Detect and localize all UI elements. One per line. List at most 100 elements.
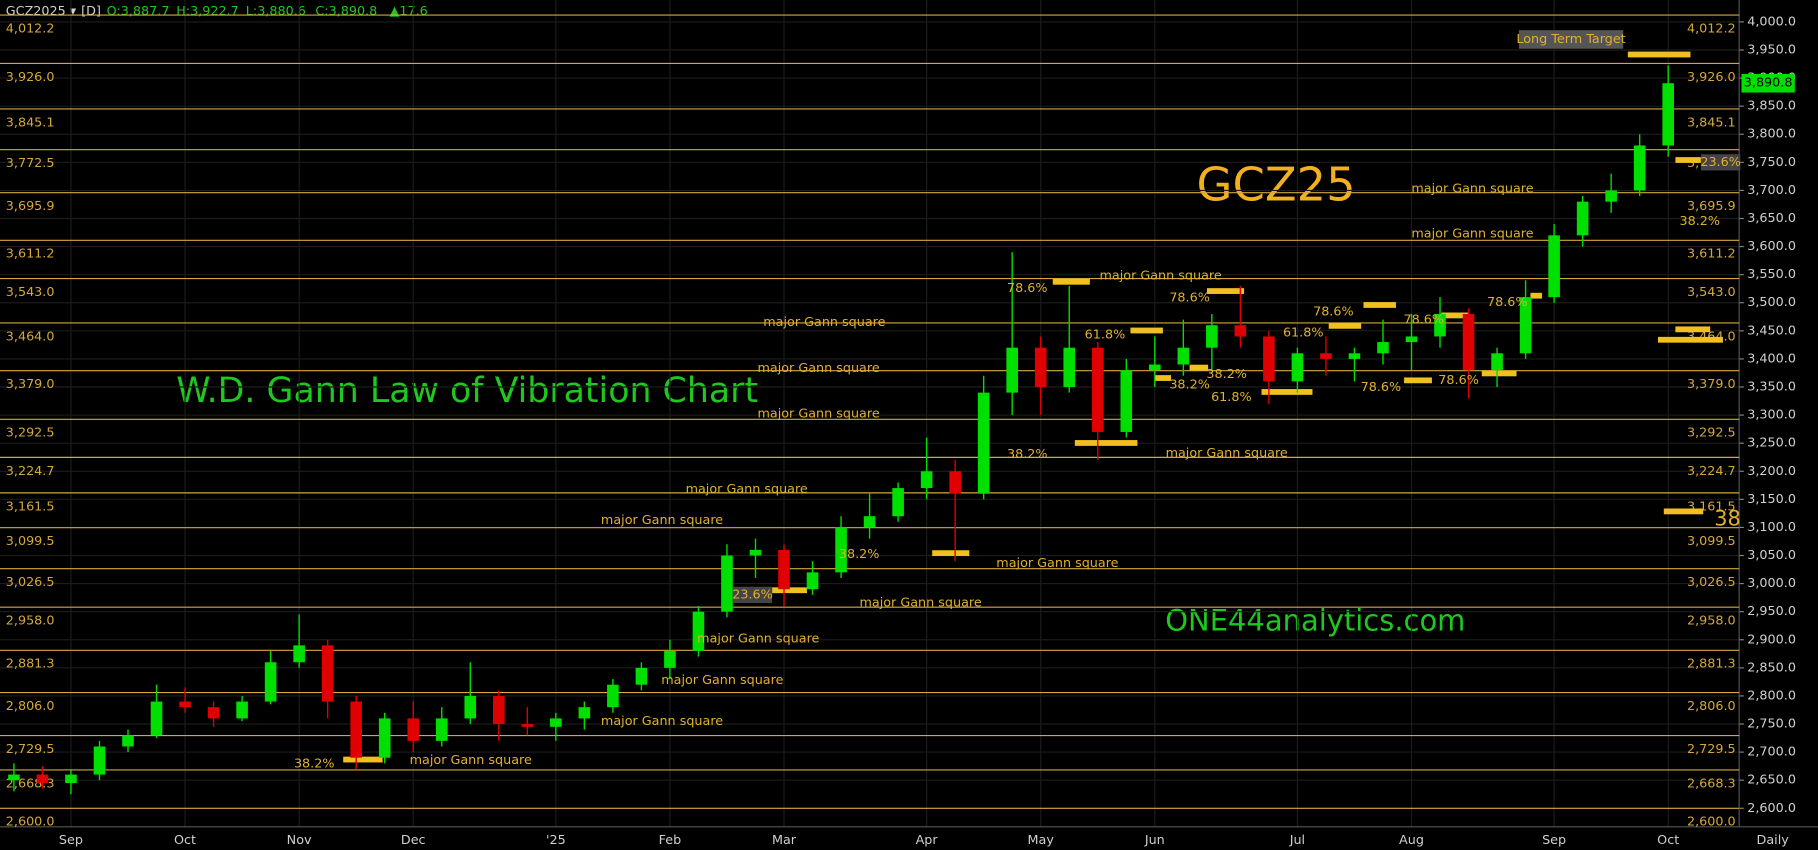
y-tick-label: 2,800.0 — [1747, 688, 1796, 703]
candle-body — [264, 662, 277, 702]
candle-body — [1491, 353, 1503, 371]
level-label-right: 3,379.0 — [1687, 377, 1736, 392]
candle-body — [1434, 313, 1446, 337]
price-tag — [1741, 73, 1795, 93]
level-label-left: 2,600.0 — [6, 815, 55, 830]
annotation: 61.8% — [1211, 390, 1252, 405]
target-marker — [1663, 508, 1704, 515]
level-label-left: 3,292.5 — [6, 426, 55, 441]
annotation: 78.6% — [1169, 291, 1210, 306]
candle-body — [93, 746, 106, 775]
annotation: major Gann square — [601, 513, 723, 528]
annotation: 38.2% — [1206, 367, 1247, 382]
candle-body — [122, 735, 134, 747]
x-tick-label: Dec — [401, 833, 426, 848]
candle-body — [1006, 347, 1018, 393]
level-label-left: 3,099.5 — [6, 534, 55, 549]
x-tick-label: Sep — [59, 833, 83, 848]
x-tick-label: '25 — [546, 833, 566, 848]
y-tick-label: 3,000.0 — [1747, 576, 1796, 591]
annotation: major Gann square — [996, 556, 1118, 571]
target-marker — [769, 587, 807, 594]
y-tick-label: 3,050.0 — [1747, 548, 1796, 563]
candle-body — [350, 701, 362, 758]
annotation: major Gann square — [1099, 268, 1221, 283]
y-tick-label: 3,950.0 — [1747, 42, 1796, 57]
level-label-left: 2,958.0 — [6, 614, 55, 629]
target-marker — [1328, 322, 1362, 329]
level-label-left: 3,379.0 — [6, 377, 55, 392]
level-label-left: 3,926.0 — [6, 70, 55, 85]
annotation: 38.2% — [294, 757, 335, 772]
candle-body — [892, 488, 904, 517]
candle-body — [692, 611, 705, 651]
candle-body — [1063, 347, 1076, 388]
candle-body — [578, 707, 591, 719]
y-tick-label: 3,650.0 — [1747, 211, 1796, 226]
candle-body — [1633, 145, 1646, 191]
y-tick-label: 4,000.0 — [1747, 14, 1796, 29]
x-axis-label: Daily — [1757, 833, 1790, 848]
candle-body — [1405, 336, 1418, 343]
target-marker — [1404, 377, 1432, 384]
y-tick-label: 2,950.0 — [1747, 604, 1796, 619]
candle-body — [806, 572, 819, 590]
y-tick-label: 3,300.0 — [1747, 408, 1796, 423]
candle-body — [1234, 325, 1247, 337]
annotation: 78.6% — [1007, 281, 1048, 296]
y-tick-label: 2,700.0 — [1747, 745, 1796, 760]
candle-body — [1605, 190, 1617, 202]
annotation: Long Term Target — [1516, 32, 1625, 47]
y-tick-label: 3,200.0 — [1747, 464, 1796, 479]
candle-body — [949, 471, 961, 494]
x-tick-label: Oct — [1657, 833, 1679, 848]
annotation: 38 — [1714, 507, 1741, 531]
x-tick-label: Aug — [1399, 833, 1424, 848]
target-marker — [1261, 389, 1313, 395]
target-marker — [1627, 51, 1691, 58]
level-label-right: 3,926.0 — [1687, 70, 1736, 85]
ohlc-label: L:3,880.6 — [246, 4, 306, 19]
annotation: 23.6% — [732, 587, 773, 602]
level-label-left: 3,845.1 — [6, 115, 55, 130]
y-tick-label: 3,100.0 — [1747, 520, 1796, 535]
level-label-right: 2,668.3 — [1687, 776, 1736, 791]
interval: [D] — [81, 4, 101, 19]
level-label-right: 4,012.2 — [1687, 21, 1736, 36]
candle-body — [492, 695, 505, 725]
y-tick-label: 3,400.0 — [1747, 351, 1796, 366]
annotation: major Gann square — [1411, 182, 1533, 197]
symbol[interactable]: GCZ2025 ▾ — [6, 4, 77, 19]
level-label-right: 2,729.5 — [1687, 742, 1736, 757]
change-label: ▲17.6 — [390, 4, 428, 19]
candle-body — [521, 724, 534, 727]
target-marker — [1675, 326, 1711, 333]
target-marker — [1657, 336, 1723, 343]
x-tick-label: Feb — [659, 833, 682, 848]
candle-body — [1091, 347, 1104, 432]
level-label-left: 2,881.3 — [6, 657, 55, 672]
annotation: 38.2% — [1679, 214, 1720, 229]
target-marker — [1206, 288, 1245, 294]
x-tick-label: May — [1028, 833, 1055, 848]
annotation: 78.6% — [1313, 304, 1354, 319]
target-marker — [1441, 312, 1470, 319]
candle-body — [1263, 336, 1275, 382]
level-label-left: 3,026.5 — [6, 575, 55, 590]
annotation: major Gann square — [1411, 227, 1533, 242]
annotation: major Gann square — [757, 406, 879, 421]
candle-body — [635, 667, 648, 685]
level-label-right: 3,845.1 — [1687, 115, 1736, 130]
candle-body — [378, 718, 391, 758]
price-tag-label: 3,890.8 — [1744, 76, 1793, 91]
candle-body — [749, 549, 762, 556]
y-tick-label: 3,450.0 — [1747, 323, 1796, 338]
candle-body — [1149, 364, 1161, 371]
y-tick-label: 2,900.0 — [1747, 632, 1796, 647]
y-tick-label: 2,600.0 — [1747, 801, 1796, 816]
annotation: major Gann square — [661, 673, 783, 688]
target-marker — [1052, 278, 1090, 285]
candle-body — [1377, 342, 1389, 354]
candle-body — [65, 774, 77, 783]
x-tick-label: Jun — [1144, 833, 1165, 848]
